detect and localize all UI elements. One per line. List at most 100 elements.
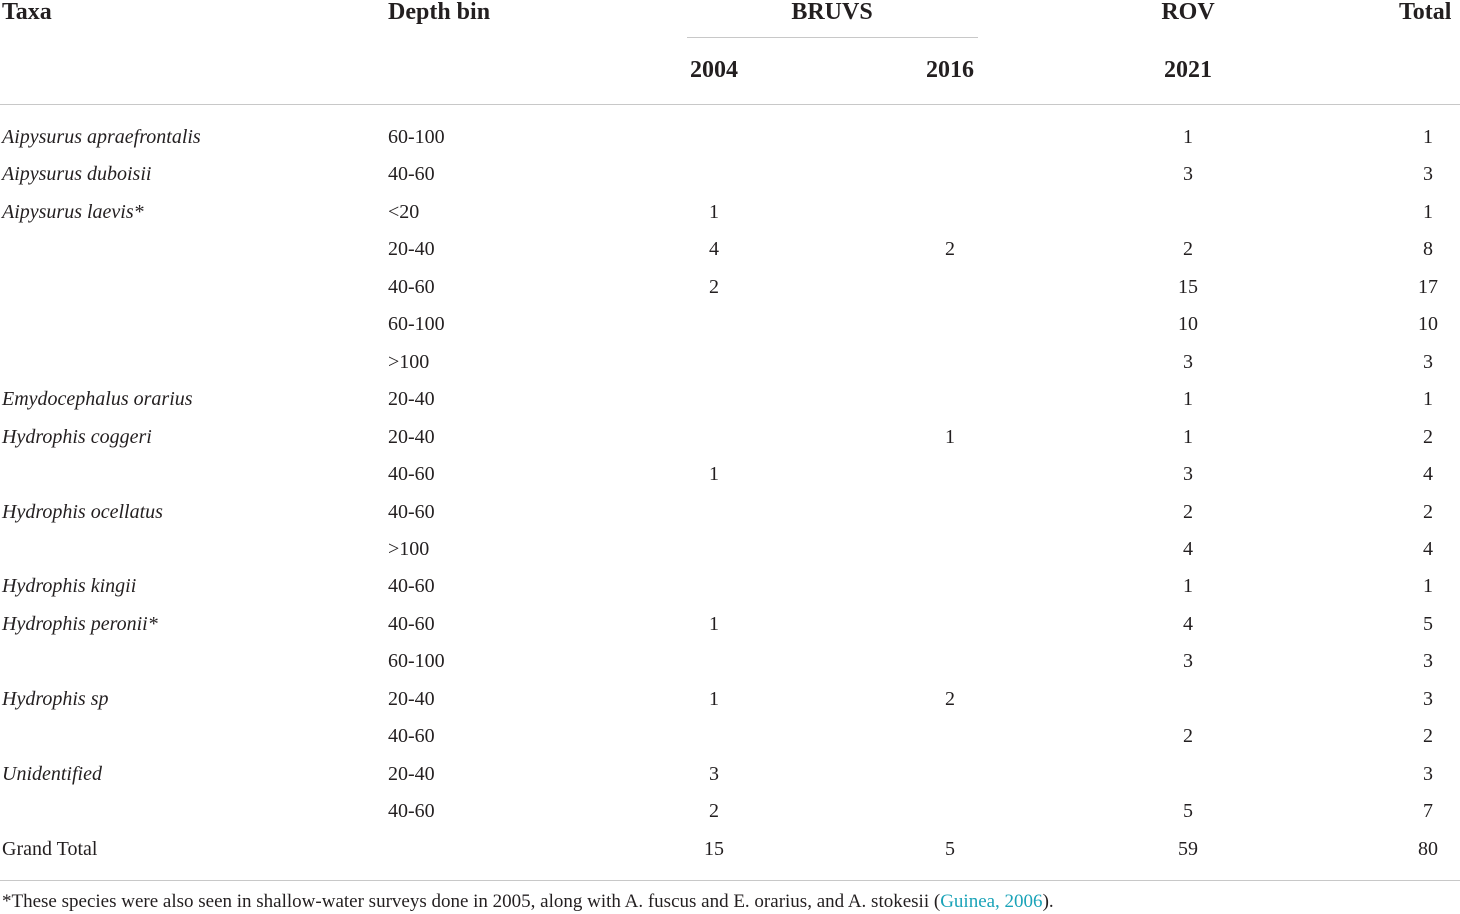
table-row: Aipysurus apraefrontalis 60-100 1 1: [0, 125, 1460, 162]
row-taxa: Aipysurus laevis*: [2, 200, 144, 223]
grand-total-total: 80: [1418, 837, 1438, 860]
row-total: 8: [1423, 238, 1433, 261]
row-count-2021: 3: [1183, 463, 1193, 486]
row-count-2016: 2: [945, 238, 955, 261]
bruvs-group-rule: [687, 37, 978, 38]
row-taxa: Hydrophis sp: [2, 687, 109, 710]
row-count-2004: 2: [709, 800, 719, 823]
table-row: Hydrophis kingii 40-60 1 1: [0, 574, 1460, 611]
row-depth-bin: 20-40: [388, 388, 435, 411]
row-count-2021: 3: [1183, 163, 1193, 186]
row-count-2004: 3: [709, 762, 719, 785]
row-total: 3: [1423, 687, 1433, 710]
row-count-2004: 2: [709, 275, 719, 298]
table-row: Aipysurus laevis* <20 1 1: [0, 200, 1460, 237]
row-taxa: Hydrophis peronii*: [2, 612, 158, 635]
row-count-2021: 2: [1183, 500, 1193, 523]
table-row: 40-60 2 2: [0, 724, 1460, 761]
row-count-2004: 4: [709, 238, 719, 261]
row-total: 1: [1423, 575, 1433, 598]
row-count-2021: 4: [1183, 612, 1193, 635]
table-row: >100 3 3: [0, 350, 1460, 387]
footnote-end: ).: [1042, 891, 1054, 912]
row-count-2004: 1: [709, 687, 719, 710]
citation-link[interactable]: Guinea, 2006: [940, 891, 1043, 912]
row-count-2021: 4: [1183, 537, 1193, 560]
row-total: 1: [1423, 126, 1433, 148]
table-footnote: *These species were also seen in shallow…: [2, 891, 1054, 913]
row-depth-bin: <20: [388, 200, 420, 223]
row-total: 3: [1423, 650, 1433, 673]
grand-total-2021: 59: [1178, 837, 1198, 860]
grand-total-label: Grand Total: [2, 837, 98, 860]
row-taxa: Aipysurus duboisii: [2, 163, 152, 186]
table-row: Aipysurus duboisii 40-60 3 3: [0, 162, 1460, 199]
table-row: 60-100 3 3: [0, 649, 1460, 686]
row-depth-bin: 40-60: [388, 163, 435, 186]
row-depth-bin: 40-60: [388, 500, 435, 523]
row-total: 3: [1423, 762, 1433, 785]
table-bottom-rule: [0, 880, 1460, 881]
row-count-2004: 1: [709, 463, 719, 486]
row-depth-bin: >100: [388, 537, 430, 560]
row-total: 3: [1423, 350, 1433, 373]
table-row: 40-60 2 15 17: [0, 275, 1460, 312]
footnote-text: *These species were also seen in shallow…: [2, 891, 941, 912]
row-total: 5: [1423, 612, 1433, 635]
row-count-2021: 3: [1183, 350, 1193, 373]
row-count-2016: 1: [945, 425, 955, 448]
table-row: Emydocephalus orarius 20-40 1 1: [0, 387, 1460, 424]
row-count-2021: 1: [1183, 126, 1193, 148]
row-depth-bin: 40-60: [388, 725, 435, 748]
row-count-2021: 15: [1178, 275, 1198, 298]
row-count-2021: 1: [1183, 425, 1193, 448]
table-row: Hydrophis peronii* 40-60 1 4 5: [0, 612, 1460, 649]
row-total: 1: [1423, 200, 1433, 223]
table-row: >100 4 4: [0, 537, 1460, 574]
row-total: 2: [1423, 725, 1433, 748]
row-total: 1: [1423, 388, 1433, 411]
row-depth-bin: 20-40: [388, 425, 435, 448]
row-total: 10: [1418, 313, 1438, 336]
row-depth-bin: >100: [388, 350, 430, 373]
row-depth-bin: 20-40: [388, 762, 435, 785]
row-total: 7: [1423, 800, 1433, 823]
header-depth-bin: Depth bin: [388, 0, 491, 25]
row-total: 2: [1423, 425, 1433, 448]
row-count-2021: 3: [1183, 650, 1193, 673]
header-taxa: Taxa: [2, 0, 52, 25]
row-depth-bin: 40-60: [388, 275, 435, 298]
header-total: Total: [1399, 0, 1452, 25]
row-taxa: Unidentified: [2, 762, 102, 785]
row-taxa: Aipysurus apraefrontalis: [2, 126, 201, 148]
row-count-2021: 5: [1183, 800, 1193, 823]
table-row: Hydrophis coggeri 20-40 1 1 2: [0, 425, 1460, 462]
header-bottom-rule: [0, 104, 1460, 105]
grand-total-2004: 15: [704, 837, 724, 860]
table-row: Hydrophis sp 20-40 1 2 3: [0, 687, 1460, 724]
grand-total-row: Grand Total 15 5 59 80: [0, 837, 1460, 874]
row-count-2016: 2: [945, 687, 955, 710]
row-total: 4: [1423, 537, 1433, 560]
row-count-2021: 2: [1183, 725, 1193, 748]
row-taxa: Hydrophis kingii: [2, 575, 137, 598]
row-depth-bin: 60-100: [388, 650, 445, 673]
row-depth-bin: 40-60: [388, 575, 435, 598]
row-total: 3: [1423, 163, 1433, 186]
row-total: 4: [1423, 463, 1433, 486]
table-row: 20-40 4 2 2 8: [0, 237, 1460, 274]
row-taxa: Hydrophis ocellatus: [2, 500, 163, 523]
table-row: 60-100 10 10: [0, 312, 1460, 349]
table-row: Hydrophis ocellatus 40-60 2 2: [0, 500, 1460, 537]
row-taxa: Hydrophis coggeri: [2, 425, 152, 448]
row-depth-bin: 40-60: [388, 800, 435, 823]
row-taxa: Emydocephalus orarius: [2, 388, 193, 411]
table-row: 40-60 1 3 4: [0, 462, 1460, 499]
row-count-2004: 1: [709, 612, 719, 635]
row-depth-bin: 20-40: [388, 687, 435, 710]
row-count-2021: 10: [1178, 313, 1198, 336]
row-total: 17: [1418, 275, 1438, 298]
row-depth-bin: 60-100: [388, 313, 445, 336]
row-count-2021: 2: [1183, 238, 1193, 261]
row-count-2021: 1: [1183, 575, 1193, 598]
